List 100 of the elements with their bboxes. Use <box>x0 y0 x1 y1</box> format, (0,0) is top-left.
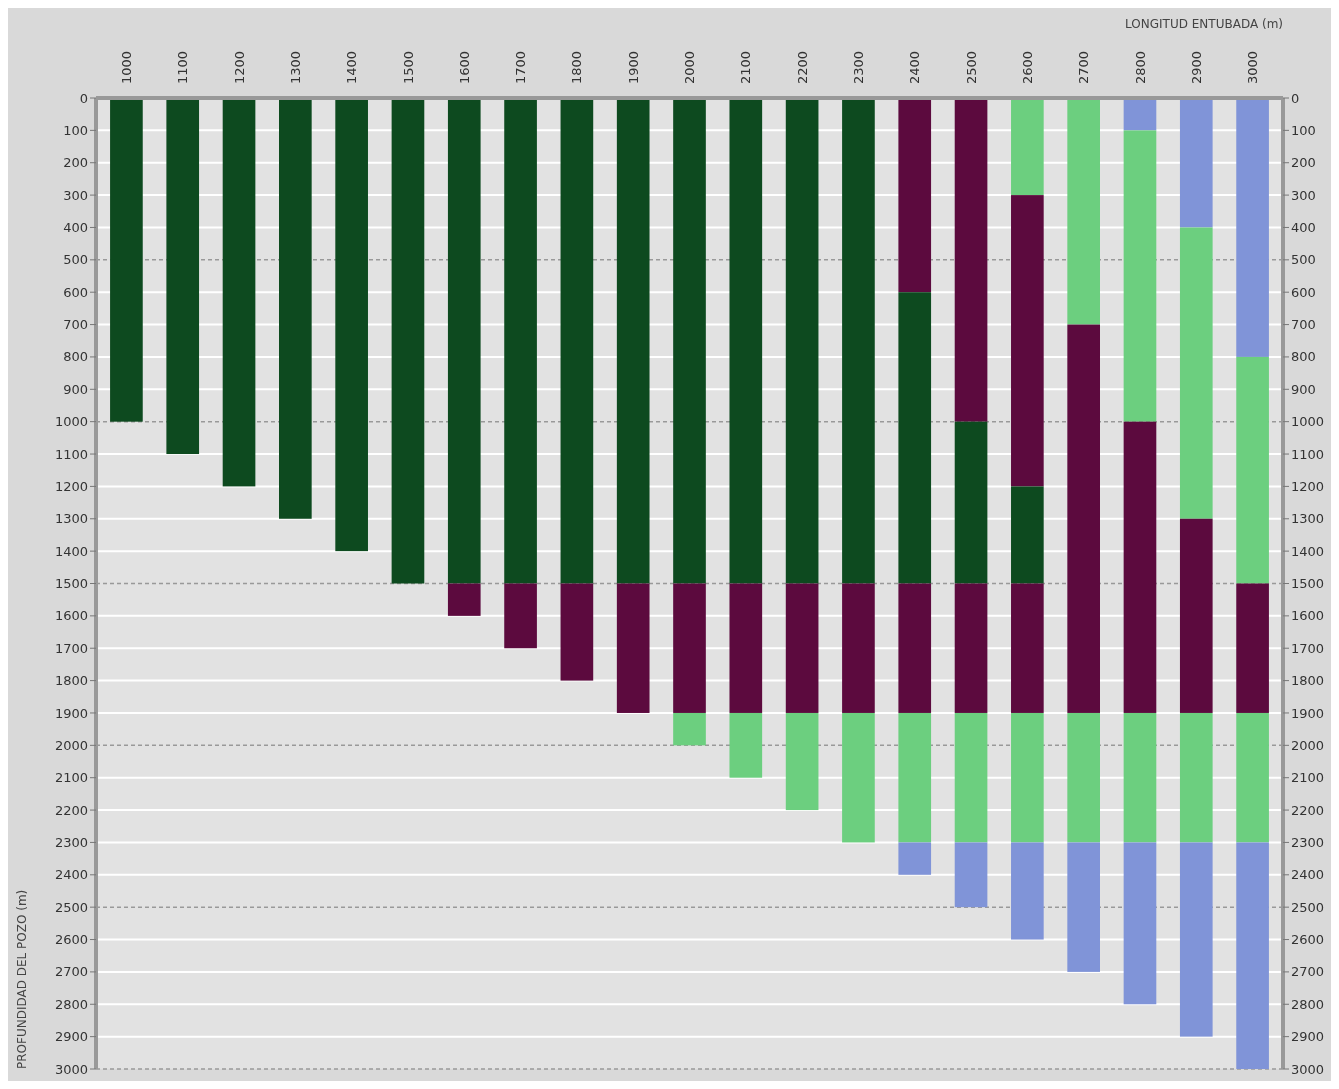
bar <box>1123 98 1157 131</box>
x-tick-label: 1400 <box>344 50 360 84</box>
y2-tick-label: 2900 <box>1291 1029 1325 1045</box>
y-tick-label: 1500 <box>54 576 88 592</box>
bar <box>504 98 537 584</box>
bar <box>1179 712 1213 843</box>
bar <box>1011 486 1044 584</box>
bar <box>1179 227 1213 519</box>
y2-tick-label: 2400 <box>1291 867 1325 883</box>
y-tick-label: 300 <box>63 187 88 203</box>
bar <box>842 583 875 713</box>
y2-tick-label: 1600 <box>1291 608 1325 624</box>
bar <box>1123 421 1157 713</box>
y-tick-label: 1400 <box>54 543 88 559</box>
bar <box>898 98 932 293</box>
x-tick-label: 1900 <box>625 50 641 84</box>
y2-tick-label: 1300 <box>1291 511 1325 527</box>
y2-tick-label: 2100 <box>1291 770 1325 786</box>
bar <box>1236 98 1269 357</box>
bar <box>1123 842 1157 1005</box>
bar <box>1123 712 1157 843</box>
bar <box>1179 842 1213 1037</box>
bar <box>1236 712 1269 843</box>
y2-tick-label: 1200 <box>1291 478 1325 494</box>
bar <box>616 98 650 584</box>
bar <box>1011 98 1044 196</box>
y-tick-label: 2400 <box>54 867 88 883</box>
bar <box>166 98 200 455</box>
bar <box>673 98 706 584</box>
bar <box>1236 356 1269 584</box>
bar <box>447 583 481 616</box>
bar <box>785 712 819 811</box>
y2-tick-label: 1700 <box>1291 640 1325 656</box>
bar <box>447 98 481 584</box>
y-tick-label: 700 <box>63 317 88 333</box>
y-tick-label: 2500 <box>54 899 88 915</box>
y2-tick-label: 200 <box>1291 155 1316 171</box>
y2-tick-label: 2000 <box>1291 737 1325 753</box>
y2-tick-label: 800 <box>1291 349 1316 365</box>
y2-tick-label: 1000 <box>1291 414 1325 430</box>
y2-tick-label: 2500 <box>1291 899 1325 915</box>
bar <box>560 583 594 681</box>
y-tick-label: 100 <box>63 122 88 138</box>
y-tick-label: 1000 <box>54 414 88 430</box>
bar <box>1236 842 1269 1069</box>
bar <box>842 712 875 843</box>
y2-tick-label: 1400 <box>1291 543 1325 559</box>
x-tick-label: 1800 <box>569 50 585 84</box>
bar <box>391 98 425 584</box>
y-tick-label: 2200 <box>54 802 88 818</box>
y-tick-label: 1900 <box>54 705 88 721</box>
bar <box>1067 842 1100 972</box>
bar <box>842 98 875 584</box>
y2-tick-label: 2600 <box>1291 932 1325 948</box>
y-tick-label: 1600 <box>54 608 88 624</box>
bar <box>673 712 706 746</box>
y2-tick-label: 3000 <box>1291 1061 1325 1077</box>
y2-tick-label: 100 <box>1291 122 1316 138</box>
bar <box>560 98 594 584</box>
y-tick-label: 2000 <box>54 737 88 753</box>
bar <box>1236 583 1269 713</box>
bar <box>279 98 312 519</box>
bar <box>954 98 988 422</box>
x-tick-label: 1500 <box>400 50 416 84</box>
bar <box>1011 712 1044 843</box>
x-tick-label: 2300 <box>850 50 866 84</box>
y2-tick-label: 0 <box>1291 90 1300 106</box>
x-tick-label: 3000 <box>1245 50 1261 84</box>
bar <box>1179 98 1213 228</box>
y-tick-label: 3000 <box>54 1061 88 1077</box>
bar <box>504 583 537 649</box>
bar <box>1011 195 1044 487</box>
bar <box>898 842 932 875</box>
bar <box>954 712 988 843</box>
y-tick-label: 1300 <box>54 511 88 527</box>
x-tick-label: 1100 <box>175 50 191 84</box>
bar <box>729 712 763 778</box>
x-tick-label: 2100 <box>738 50 754 84</box>
bar <box>729 583 763 713</box>
bar <box>954 421 988 584</box>
y-tick-label: 0 <box>79 90 88 106</box>
y2-tick-label: 2700 <box>1291 964 1325 980</box>
bar <box>729 98 763 584</box>
x-tick-label: 2500 <box>963 50 979 84</box>
x-tick-label: 1200 <box>231 50 247 84</box>
y-tick-label: 2600 <box>54 932 88 948</box>
y2-tick-label: 700 <box>1291 317 1316 333</box>
x-tick-label: 2000 <box>682 50 698 84</box>
x-tick-label: 2400 <box>907 50 923 84</box>
y2-tick-label: 2200 <box>1291 802 1325 818</box>
y2-tick-label: 1900 <box>1291 705 1325 721</box>
bar <box>1179 518 1213 713</box>
x-tick-label: 1600 <box>456 50 472 84</box>
x-tick-label: 2700 <box>1076 50 1092 84</box>
bar <box>1067 324 1100 713</box>
bar <box>1011 842 1044 940</box>
y2-tick-label: 2300 <box>1291 834 1325 850</box>
y2-tick-label: 900 <box>1291 381 1316 397</box>
y-tick-label: 900 <box>63 381 88 397</box>
y-tick-label: 1800 <box>54 673 88 689</box>
